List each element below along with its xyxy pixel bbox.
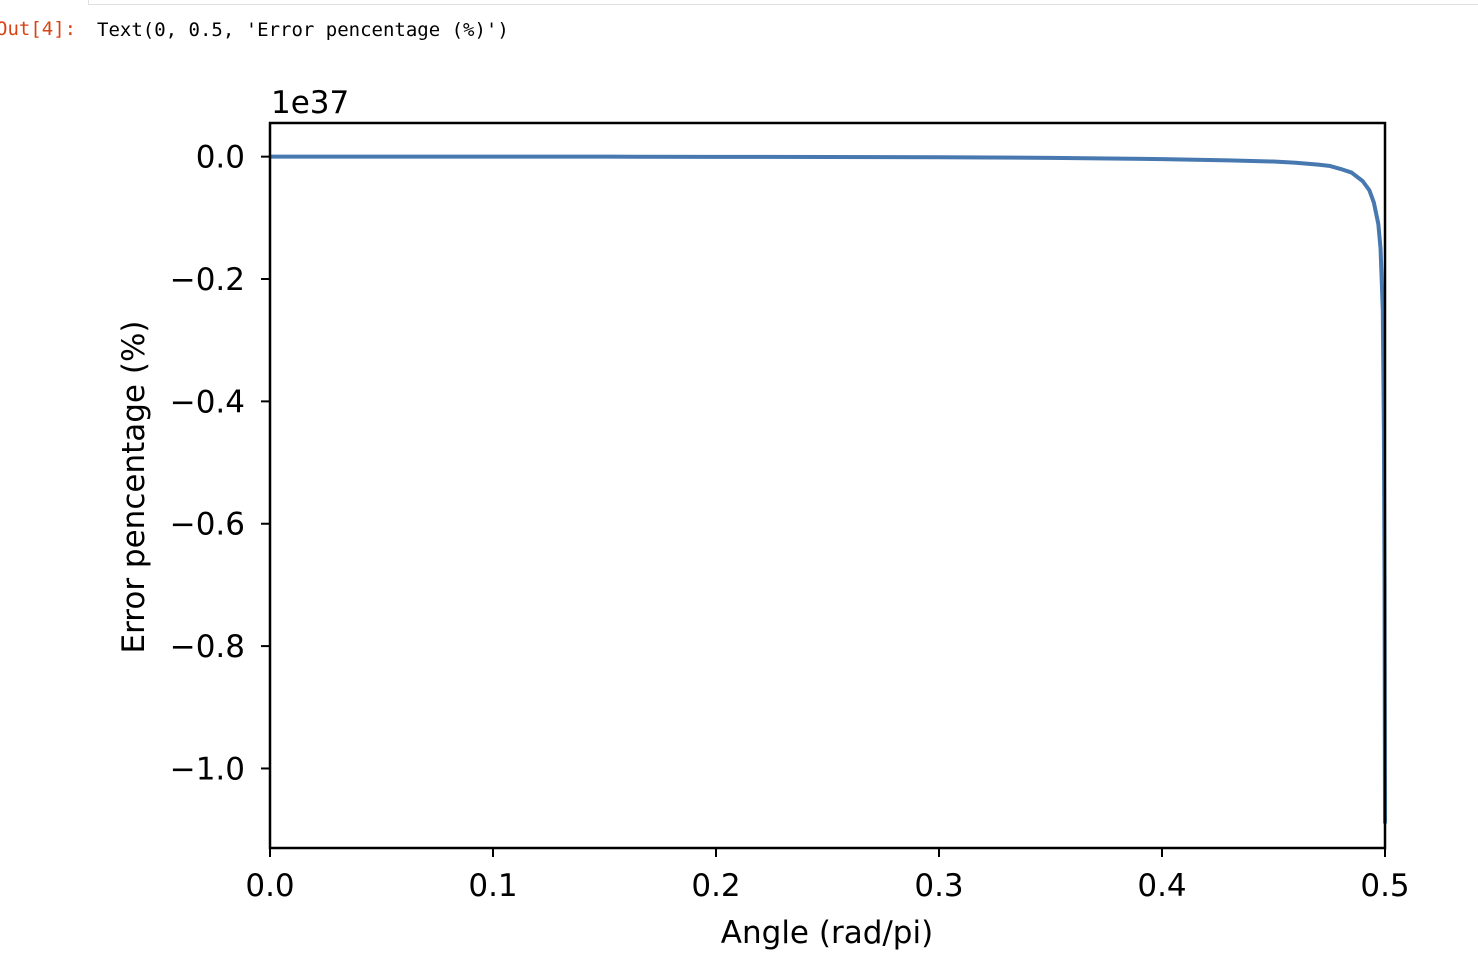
series-line-error [270, 157, 1385, 824]
x-axis-label: Angle (rad/pi) [721, 915, 933, 951]
x-tick-label: 0.4 [1137, 868, 1186, 904]
y-axis: 0.0 −0.2 −0.4 −0.6 −0.8 −1.0 [170, 140, 270, 788]
x-tick-label: 0.3 [914, 868, 963, 904]
y-tick-label: −1.0 [170, 751, 245, 787]
y-tick-label: −0.8 [170, 629, 245, 665]
x-tick-label: 0.5 [1360, 868, 1409, 904]
y-tick-label: 0.0 [196, 140, 245, 176]
x-tick-label: 0.1 [468, 868, 517, 904]
x-axis: 0.0 0.1 0.2 0.3 0.4 0.5 [245, 848, 1409, 904]
y-tick-label: −0.2 [170, 262, 245, 298]
y-tick-label: −0.4 [170, 384, 245, 420]
offset-text: 1e37 [271, 85, 349, 121]
axes-spines [270, 123, 1385, 848]
plot-area [270, 157, 1385, 824]
y-tick-label: −0.6 [170, 507, 245, 543]
x-tick-label: 0.2 [691, 868, 740, 904]
x-tick-label: 0.0 [245, 868, 294, 904]
axes-frame [270, 123, 1385, 848]
y-axis-label: Error pencentage (%) [116, 321, 152, 654]
